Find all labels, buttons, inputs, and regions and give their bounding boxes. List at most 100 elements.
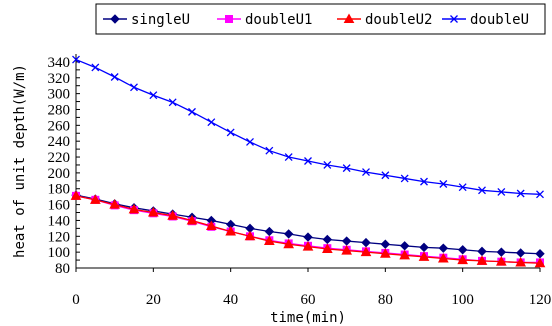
- legend-swatch-marker: [110, 14, 120, 24]
- legend-swatch-marker: [450, 15, 458, 23]
- data-point: [205, 220, 217, 230]
- data-point: [303, 232, 313, 242]
- data-point: [341, 236, 352, 246]
- data-point: [381, 171, 390, 180]
- y-tick-label: 240: [48, 134, 71, 150]
- data-point: [535, 249, 545, 259]
- legend-item-doubleU2: doubleU2: [337, 12, 432, 28]
- data-point: [130, 83, 138, 92]
- series-line: [75, 58, 541, 195]
- data-point: [128, 203, 140, 214]
- data-point: [109, 199, 121, 209]
- series-line: [75, 195, 540, 264]
- y-tick-label: 340: [48, 55, 71, 71]
- data-point: [420, 177, 428, 186]
- x-axis-title: time(min): [270, 310, 346, 326]
- data-point: [496, 247, 507, 257]
- data-point: [457, 245, 468, 255]
- data-point: [167, 210, 179, 220]
- data-point: [265, 146, 274, 155]
- series-layer: [70, 55, 546, 268]
- y-tick-label: 160: [48, 198, 71, 214]
- y-tick-label: 280: [48, 102, 71, 118]
- data-point: [362, 168, 370, 177]
- series-doubleU: [72, 55, 544, 199]
- data-point: [399, 241, 410, 251]
- data-point: [226, 128, 235, 137]
- data-point: [283, 229, 294, 239]
- data-point: [418, 251, 430, 261]
- data-point: [110, 73, 119, 81]
- data-point: [283, 238, 295, 249]
- data-point: [438, 243, 449, 253]
- x-tick-label: 80: [378, 292, 393, 308]
- legend-item-singleU: singleU: [103, 12, 190, 28]
- y-tick-label: 320: [48, 71, 71, 87]
- data-point: [361, 237, 371, 248]
- data-point: [534, 257, 546, 268]
- data-point: [246, 138, 254, 146]
- legend-box: [95, 3, 546, 35]
- data-point: [207, 118, 216, 127]
- data-point: [497, 187, 506, 196]
- x-tick-label: 40: [223, 292, 238, 308]
- y-axis: 8010012014016018020022024026028030032034…: [48, 55, 80, 277]
- data-point: [323, 161, 332, 169]
- y-tick-label: 80: [55, 261, 70, 277]
- data-point: [400, 174, 409, 183]
- x-axis: 0 20 40 60 80 100 120: [72, 268, 551, 308]
- legend-swatch-marker: [343, 13, 355, 23]
- x-tick-label: 120: [529, 292, 552, 308]
- data-point: [457, 254, 469, 265]
- data-point: [439, 180, 448, 188]
- y-tick-label: 300: [48, 87, 71, 103]
- y-tick-label: 200: [48, 166, 71, 182]
- series-doubleU1: [72, 191, 544, 267]
- data-point: [515, 256, 527, 267]
- data-point: [149, 91, 158, 100]
- data-point: [360, 246, 372, 257]
- data-point: [379, 248, 391, 258]
- y-tick-label: 140: [48, 213, 71, 229]
- data-point: [284, 153, 293, 161]
- y-tick-label: 180: [48, 182, 71, 198]
- data-point: [302, 241, 314, 251]
- data-point: [495, 256, 507, 266]
- y-tick-label: 260: [48, 118, 71, 134]
- data-point: [478, 186, 486, 195]
- y-tick-label: 100: [48, 245, 71, 261]
- data-point: [264, 226, 275, 237]
- data-point: [263, 235, 275, 246]
- legend-label: doubleU1: [245, 12, 312, 28]
- data-point: [437, 252, 449, 263]
- legend-label: doubleU2: [365, 12, 432, 28]
- data-point: [322, 234, 333, 245]
- data-point: [477, 246, 487, 257]
- x-tick-label: 60: [301, 292, 316, 308]
- data-point: [186, 214, 198, 225]
- x-tick-label: 20: [146, 292, 161, 308]
- legend-label: doubleU: [470, 12, 529, 28]
- data-point: [244, 230, 256, 241]
- y-tick-label: 120: [48, 229, 71, 245]
- y-axis-title: heat of unit depth(W/m): [12, 64, 28, 258]
- data-point: [536, 190, 544, 199]
- data-point: [188, 107, 196, 116]
- legend-item-doubleU: doubleU: [442, 12, 529, 28]
- data-point: [380, 239, 391, 249]
- data-point: [516, 189, 525, 198]
- series-doubleU2: [70, 190, 546, 268]
- legend: singleU doubleU1 doubleU2 doubleU: [95, 3, 546, 35]
- y-tick-label: 220: [48, 150, 71, 166]
- x-tick-label: 100: [451, 292, 474, 308]
- legend-label: singleU: [131, 12, 190, 28]
- data-point: [168, 98, 177, 107]
- legend-swatch-marker: [225, 15, 233, 23]
- data-point: [341, 245, 353, 255]
- series-line: [75, 195, 541, 264]
- data-point: [304, 157, 312, 165]
- data-point: [91, 63, 100, 72]
- data-point: [399, 249, 411, 260]
- data-point: [342, 164, 351, 173]
- legend-item-doubleU1: doubleU1: [217, 12, 312, 28]
